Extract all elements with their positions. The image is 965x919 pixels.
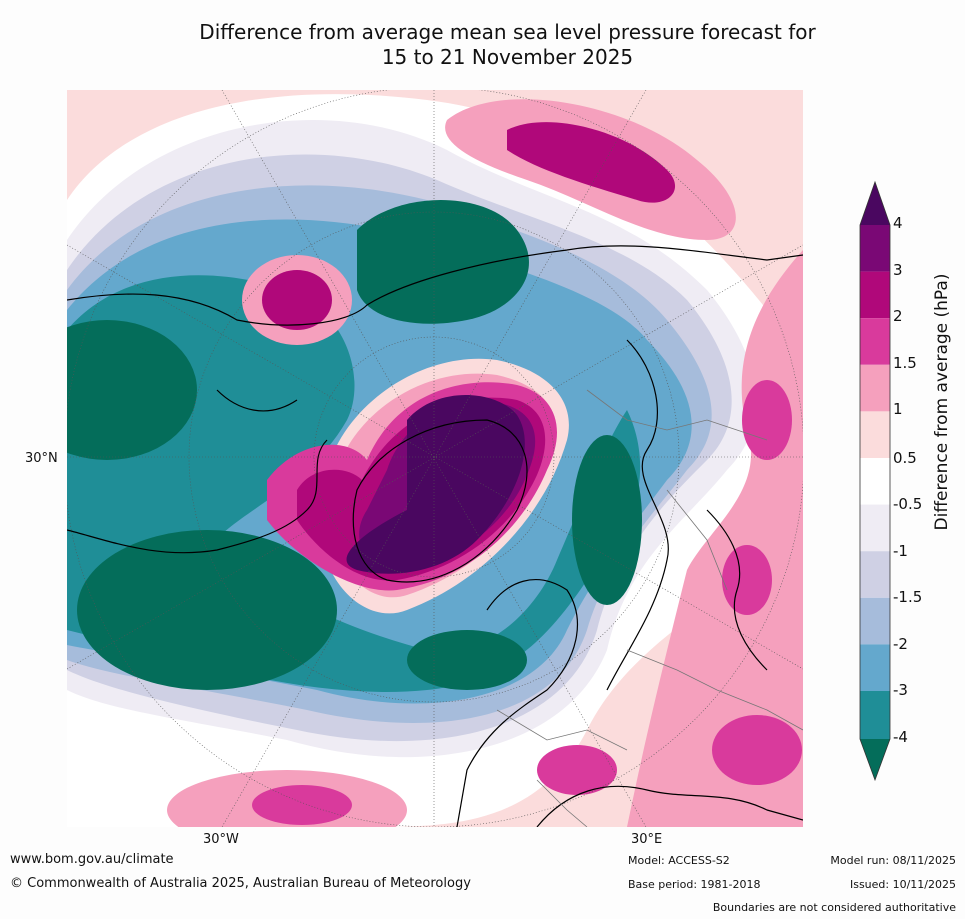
negative-core-atlantic bbox=[572, 435, 642, 605]
colorbar-segment bbox=[860, 551, 890, 598]
colorbar-segment bbox=[860, 504, 890, 552]
graticule bbox=[67, 90, 803, 827]
negative-core-siberia bbox=[357, 200, 529, 324]
positive-core-canada bbox=[507, 122, 676, 203]
positive-core-east-2 bbox=[722, 545, 772, 615]
positive-core-east-1 bbox=[742, 380, 792, 460]
map-svg bbox=[67, 90, 803, 827]
colorbar-tick-label: -4 bbox=[893, 728, 908, 746]
colorbar-title: Difference from average (hPa) bbox=[932, 273, 952, 531]
colorbar-tick-label: -3 bbox=[893, 681, 908, 699]
base-period-text: Base period: 1981-2018 bbox=[628, 878, 761, 891]
colorbar-tick-label: 0.5 bbox=[893, 449, 917, 467]
colorbar-under-arrow bbox=[860, 739, 890, 780]
model-text: Model: ACCESS-S2 bbox=[628, 854, 730, 867]
colorbar-tick-label: 3 bbox=[893, 261, 903, 279]
colorbar-tick-label: 1.5 bbox=[893, 354, 917, 372]
colorbar-segment bbox=[860, 271, 890, 319]
positive-core-chukchi bbox=[262, 270, 332, 330]
colorbar-segment bbox=[860, 597, 890, 645]
positive-core-arctic bbox=[346, 395, 525, 574]
negative-core-eastasia bbox=[67, 320, 197, 460]
lon-label-30e: 30°E bbox=[631, 832, 663, 847]
negative-core-europe bbox=[407, 630, 527, 690]
pressure-anomaly-map[interactable] bbox=[67, 90, 803, 827]
colorbar-segment bbox=[860, 364, 890, 412]
positive-core-med bbox=[537, 745, 617, 795]
colorbar-segment bbox=[860, 225, 890, 272]
colorbar-tick-label: 2 bbox=[893, 307, 903, 325]
lat-label-30n: 30°N bbox=[25, 451, 58, 466]
positive-core-east-3 bbox=[712, 715, 802, 785]
disclaimer-text: Boundaries are not considered authoritat… bbox=[712, 901, 956, 914]
model-run-text: Model run: 08/11/2025 bbox=[830, 854, 956, 867]
title-line-2: 15 to 21 November 2025 bbox=[381, 45, 634, 69]
positive-core-south bbox=[252, 785, 352, 825]
coastlines bbox=[67, 245, 803, 827]
colorbar-segment bbox=[860, 318, 890, 365]
colorbar-over-arrow bbox=[860, 182, 890, 225]
country-borders bbox=[496, 389, 803, 827]
negative-core-pacific bbox=[77, 530, 337, 690]
colorbar-tick-label: -1.5 bbox=[893, 588, 923, 606]
lon-label-30w: 30°W bbox=[203, 832, 239, 847]
chart-title: Difference from average mean sea level p… bbox=[0, 20, 965, 70]
colorbar-tick-label: -2 bbox=[893, 635, 908, 653]
colorbar-tick-label: 4 bbox=[893, 214, 903, 232]
colorbar-tick-label: -1 bbox=[893, 542, 908, 560]
colorbar-segment bbox=[860, 644, 890, 691]
website-link[interactable]: www.bom.gov.au/climate bbox=[10, 852, 174, 867]
copyright-text: © Commonwealth of Australia 2025, Austra… bbox=[10, 876, 471, 891]
colorbar-segment bbox=[860, 691, 890, 739]
colorbar-segment bbox=[860, 411, 890, 458]
title-line-1: Difference from average mean sea level p… bbox=[199, 20, 816, 44]
colorbar-segment bbox=[860, 458, 890, 505]
colorbar-tick-label: 1 bbox=[893, 400, 903, 418]
colorbar bbox=[859, 180, 891, 782]
colorbar-tick-label: -0.5 bbox=[893, 495, 923, 513]
issued-text: Issued: 10/11/2025 bbox=[849, 878, 956, 891]
